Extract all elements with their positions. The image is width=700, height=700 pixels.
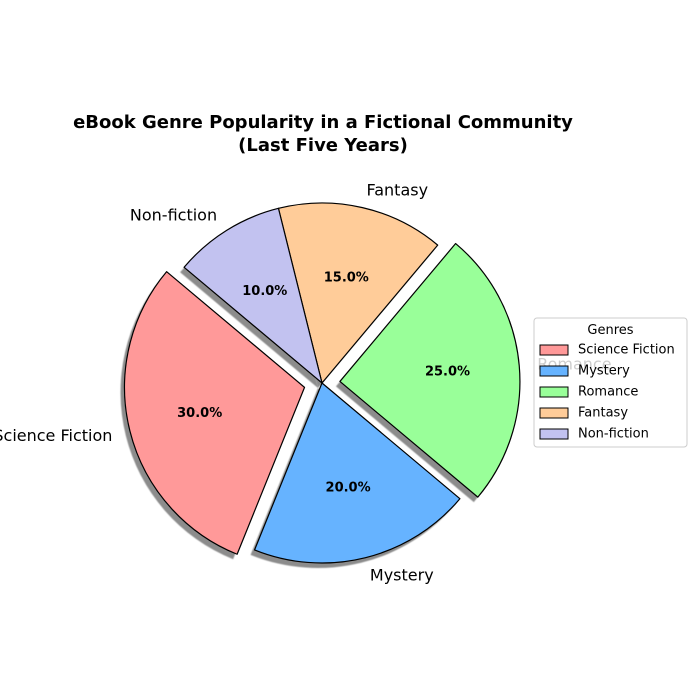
slice-label-fantasy: Fantasy	[367, 181, 429, 200]
pie-slice-fantasy	[277, 202, 439, 384]
legend-title: Genres	[587, 323, 633, 338]
pie-slice-non-fiction	[183, 207, 323, 384]
legend-frame	[533, 317, 688, 448]
legend-swatch-mystery	[539, 365, 569, 377]
chart-title: eBook Genre Popularity in a Fictional Co…	[73, 112, 573, 156]
slice-label-science-fiction: Science Fiction	[0, 426, 112, 445]
percent-label-romance: 25.0%	[425, 365, 470, 380]
percent-label-non-fiction: 10.0%	[242, 284, 287, 299]
pie-slices	[124, 202, 521, 564]
legend-swatch-romance	[539, 386, 569, 398]
legend-swatch-fantasy	[539, 407, 569, 419]
percent-label-mystery: 20.0%	[326, 480, 371, 495]
legend-label-fantasy: Fantasy	[578, 406, 628, 421]
slice-label-non-fiction: Non-fiction	[130, 206, 217, 225]
pie-slice-romance	[339, 242, 521, 498]
legend-label-science-fiction: Science Fiction	[578, 343, 675, 358]
percent-label-science-fiction: 30.0%	[177, 406, 222, 421]
legend: Genres Science Fiction Mystery Romance Fant…	[533, 317, 688, 448]
legend-label-non-fiction: Non-fiction	[578, 427, 649, 442]
legend-label-mystery: Mystery	[578, 364, 630, 379]
pie-slice-science-fiction	[124, 271, 306, 555]
percent-labels: 30.0% 20.0% 25.0% 15.0% 10.0%	[177, 270, 470, 495]
pie-slice-mystery	[253, 382, 461, 564]
legend-entries: Science Fiction Mystery Romance Fantasy Non-…	[539, 343, 675, 442]
legend-swatch-non-fiction	[539, 428, 569, 440]
legend-label-romance: Romance	[578, 385, 638, 400]
slice-label-mystery: Mystery	[370, 566, 434, 585]
legend-swatch-science-fiction	[539, 344, 569, 356]
percent-label-fantasy: 15.0%	[324, 270, 369, 285]
